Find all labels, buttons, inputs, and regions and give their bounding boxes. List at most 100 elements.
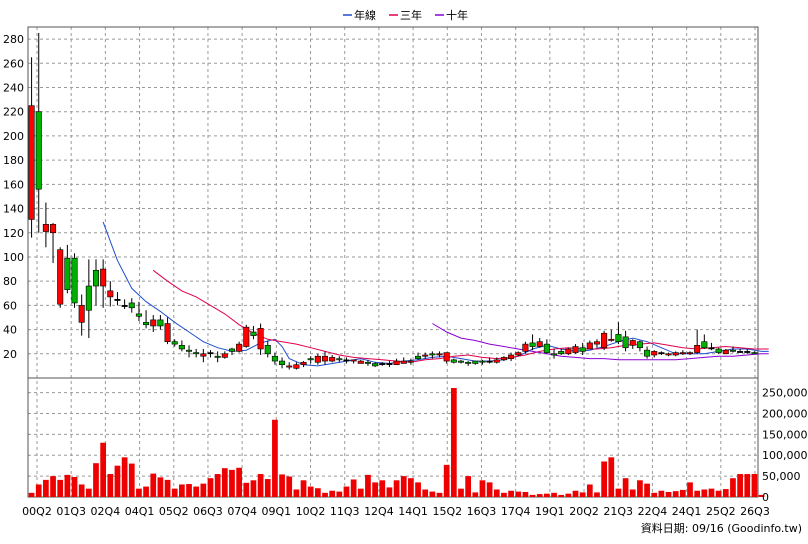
volume-bar-5: [64, 474, 71, 497]
volume-bar-61: [465, 476, 472, 497]
candle-body-86: [644, 349, 651, 357]
volume-bar-26: [214, 474, 221, 497]
candle-body-12: [114, 299, 121, 301]
candle-body-99: [737, 351, 744, 353]
volume-bar-82: [615, 488, 622, 497]
volume-bar-71: [536, 494, 543, 497]
volume-bar-9: [93, 463, 99, 497]
candle-39: [307, 356, 314, 364]
price-panel-frame: [27, 26, 759, 379]
volume-bar-77: [579, 492, 586, 497]
volume-bar-102: [758, 494, 765, 497]
x-tick-label-16: 20Q2: [569, 505, 599, 518]
candle-body-24: [200, 353, 207, 357]
volume-bar-10: [100, 442, 107, 497]
candle-body-89: [665, 353, 672, 356]
volume-grid: [28, 392, 758, 477]
candle-25: [207, 350, 214, 358]
candle-9: [92, 259, 100, 306]
candle-14: [128, 298, 135, 313]
candle-81: [608, 329, 615, 342]
x-tick-label-21: 26Q3: [740, 505, 770, 518]
candle-body-58: [443, 352, 450, 362]
candle-body-33: [264, 345, 271, 355]
candle-body-93: [694, 345, 701, 353]
price-tick-label-12: 260: [3, 57, 24, 70]
candle-44: [343, 357, 350, 364]
candle-body-36: [286, 365, 293, 368]
price-tick-label-9: 200: [3, 130, 24, 143]
volume-bar-40: [314, 488, 321, 497]
candle-body-0: [28, 105, 35, 220]
candle-body-95: [708, 347, 715, 350]
volume-bar-99: [737, 474, 743, 497]
candle-body-77: [579, 347, 586, 352]
candle-body-66: [500, 357, 507, 361]
moving-average-lines: [102, 221, 769, 367]
candle-45: [350, 359, 357, 364]
volume-bar-16: [143, 486, 149, 497]
x-tick-label-20: 25Q2: [706, 505, 736, 518]
candle-69: [522, 341, 529, 354]
candle-2: [42, 202, 49, 248]
volume-bar-8: [85, 488, 92, 497]
legend-label-3: 十年: [446, 8, 468, 22]
volume-bar-54: [415, 482, 421, 497]
volume-bar-60: [458, 488, 464, 497]
volume-bar-28: [229, 469, 235, 497]
candle-92: [686, 351, 694, 356]
candle-body-45: [350, 359, 357, 362]
price-tick-label-8: 180: [3, 154, 24, 167]
volume-tick-label-4: 200,000: [762, 407, 808, 420]
ma-3y-line: [152, 269, 769, 363]
volume-bar-93: [694, 490, 701, 497]
candle-84: [629, 339, 636, 349]
candle-body-46: [357, 360, 364, 364]
candle-body-62: [472, 360, 479, 364]
volume-bar-23: [193, 486, 200, 497]
candle-30: [243, 324, 250, 348]
candle-body-69: [522, 343, 529, 352]
candle-21: [178, 340, 185, 352]
volume-bar-69: [522, 491, 529, 497]
candle-11: [107, 281, 114, 307]
volume-bar-0: [28, 492, 35, 497]
candle-76: [572, 344, 579, 354]
volume-bar-98: [730, 478, 736, 497]
volume-bar-87: [651, 492, 658, 497]
candle-body-59: [450, 359, 457, 363]
candle-20: [171, 339, 178, 347]
volume-bar-96: [715, 490, 722, 497]
candle-body-57: [436, 353, 443, 356]
candle-body-22: [186, 349, 193, 352]
volume-tick-label-0: 0: [762, 491, 769, 504]
candle-body-72: [543, 343, 550, 353]
candle-body-21: [178, 345, 185, 350]
volume-bar-66: [501, 492, 507, 497]
volume-bar-58: [443, 464, 450, 497]
candle-24: [200, 348, 207, 363]
volume-tick-label-1: 50,000: [762, 470, 801, 483]
candle-50: [386, 361, 393, 368]
volume-bar-88: [658, 490, 665, 497]
candle-body-96: [715, 348, 722, 353]
candle-68: [515, 351, 522, 357]
price-tick-label-10: 220: [3, 106, 24, 119]
candle-body-70: [529, 342, 536, 347]
candle-101: [751, 351, 758, 355]
candle-body-54: [415, 355, 422, 359]
volume-bar-83: [622, 478, 629, 497]
candle-body-75: [565, 348, 572, 355]
candle-body-56: [429, 353, 436, 356]
volume-bar-45: [350, 479, 357, 497]
candle-72: [543, 339, 550, 354]
volume-bar-6: [71, 476, 78, 497]
x-tick-label-1: 01Q3: [56, 505, 86, 518]
volume-bar-27: [221, 468, 228, 497]
candle-body-44: [343, 359, 350, 362]
candle-47: [364, 359, 371, 366]
candle-52: [400, 357, 407, 364]
volume-bar-47: [365, 474, 371, 497]
candle-body-39: [307, 358, 314, 361]
